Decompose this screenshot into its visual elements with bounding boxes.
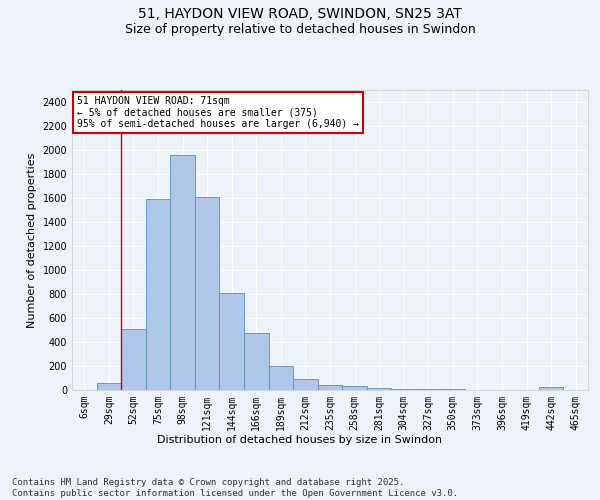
Bar xyxy=(195,197,220,390)
Text: Size of property relative to detached houses in Swindon: Size of property relative to detached ho… xyxy=(125,22,475,36)
Text: Contains HM Land Registry data © Crown copyright and database right 2025.
Contai: Contains HM Land Registry data © Crown c… xyxy=(12,478,458,498)
Bar xyxy=(121,329,146,390)
Text: 51, HAYDON VIEW ROAD, SWINDON, SN25 3AT: 51, HAYDON VIEW ROAD, SWINDON, SN25 3AT xyxy=(138,8,462,22)
Bar xyxy=(244,333,269,390)
Bar xyxy=(146,199,170,390)
Bar xyxy=(391,389,416,390)
Text: 51 HAYDON VIEW ROAD: 71sqm
← 5% of detached houses are smaller (375)
95% of semi: 51 HAYDON VIEW ROAD: 71sqm ← 5% of detac… xyxy=(77,96,359,129)
Bar xyxy=(318,385,342,390)
Y-axis label: Number of detached properties: Number of detached properties xyxy=(27,152,37,328)
Bar xyxy=(293,379,318,390)
Bar xyxy=(97,384,121,390)
Bar xyxy=(367,388,391,390)
Bar xyxy=(539,387,563,390)
Text: Distribution of detached houses by size in Swindon: Distribution of detached houses by size … xyxy=(157,435,443,445)
Bar xyxy=(170,155,195,390)
Bar xyxy=(342,386,367,390)
Bar xyxy=(220,294,244,390)
Bar xyxy=(269,366,293,390)
